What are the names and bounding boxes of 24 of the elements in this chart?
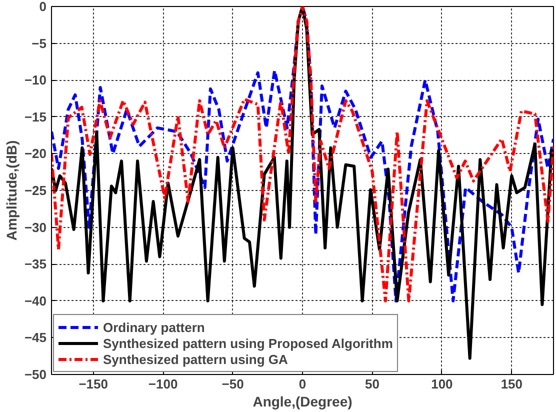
y-tick-label: −35 [24, 256, 47, 272]
x-tick-label: −150 [78, 376, 108, 392]
x-tick-label: −100 [148, 376, 178, 392]
y-tick-label: 0 [39, 0, 47, 14]
y-axis-title: Amplitude,(dB) [3, 140, 20, 241]
legend-label: Ordinary pattern [103, 319, 205, 335]
x-axis-title: Angle,(Degree) [252, 394, 352, 410]
y-tick-label: −15 [24, 109, 47, 124]
x-tick-label: 150 [500, 376, 523, 392]
y-tick-label: −50 [24, 367, 47, 382]
x-tick-label: 0 [298, 376, 306, 392]
y-tick-label: −45 [24, 330, 47, 346]
y-tick-label: −20 [24, 146, 47, 162]
y-tick-label: −30 [24, 220, 47, 235]
y-tick-label: −25 [24, 183, 47, 198]
legend-label: Synthesized pattern using Proposed Algorithm [103, 335, 393, 351]
legend-label: Synthesized pattern using GA [103, 351, 288, 367]
x-tick-label: 50 [364, 376, 380, 392]
y-tick-label: −40 [24, 293, 47, 308]
x-tick-label: −50 [222, 376, 244, 392]
y-tick-label: −10 [24, 72, 47, 88]
line-series [52, 6, 554, 302]
x-tick-label: 100 [431, 376, 453, 392]
y-tick-label: −5 [32, 36, 47, 51]
